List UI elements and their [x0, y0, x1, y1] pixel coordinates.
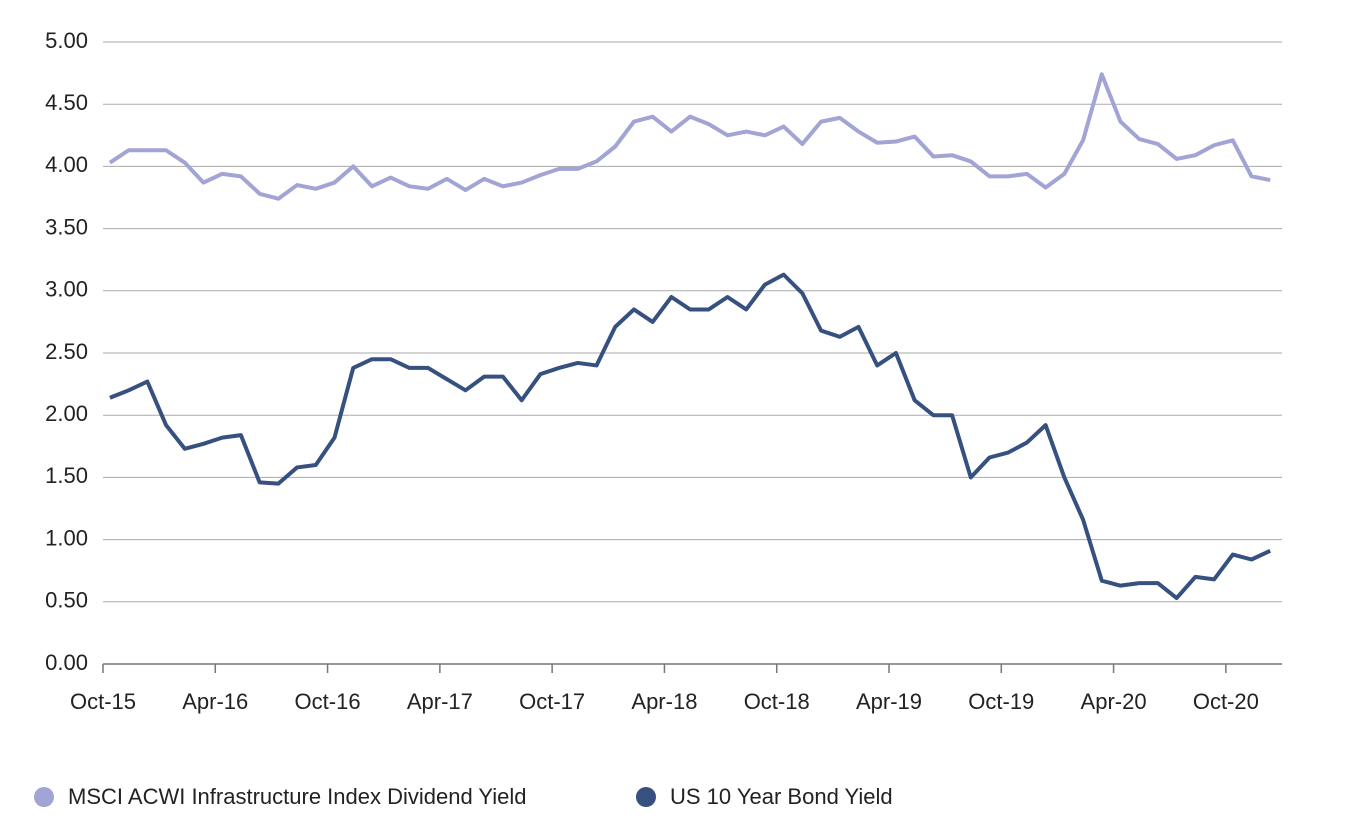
y-tick-label: 5.00	[45, 28, 88, 53]
x-tick-label: Apr-16	[182, 689, 248, 714]
x-tick-label: Apr-17	[407, 689, 473, 714]
y-tick-label: 1.50	[45, 463, 88, 488]
y-tick-label: 0.50	[45, 588, 88, 613]
y-tick-label: 1.00	[45, 525, 88, 550]
y-tick-label: 4.00	[45, 152, 88, 177]
x-tick-label: Oct-19	[968, 689, 1034, 714]
series-line	[108, 72, 1271, 201]
x-tick-label: Oct-17	[519, 689, 585, 714]
y-tick-label: 3.50	[45, 214, 88, 239]
x-tick-label: Oct-18	[744, 689, 810, 714]
x-tick-label: Apr-18	[631, 689, 697, 714]
x-tick-label: Oct-20	[1193, 689, 1259, 714]
series-line	[109, 272, 1272, 601]
y-tick-label: 4.50	[45, 90, 88, 115]
legend-label: US 10 Year Bond Yield	[670, 784, 893, 809]
y-tick-label: 2.00	[45, 401, 88, 426]
x-tick-label: Apr-20	[1081, 689, 1147, 714]
legend-label: MSCI ACWI Infrastructure Index Dividend …	[68, 784, 527, 809]
y-tick-label: 3.00	[45, 277, 88, 302]
x-tick-label: Apr-19	[856, 689, 922, 714]
x-tick-label: Oct-15	[70, 689, 136, 714]
legend-swatch	[636, 787, 656, 807]
legend-swatch	[34, 787, 54, 807]
y-tick-label: 2.50	[45, 339, 88, 364]
x-tick-label: Oct-16	[295, 689, 361, 714]
y-tick-label: 0.00	[45, 650, 88, 675]
